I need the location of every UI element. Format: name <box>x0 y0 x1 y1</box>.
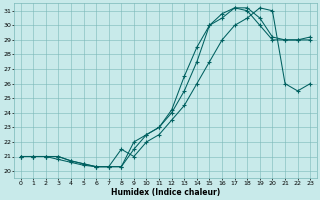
X-axis label: Humidex (Indice chaleur): Humidex (Indice chaleur) <box>111 188 220 197</box>
